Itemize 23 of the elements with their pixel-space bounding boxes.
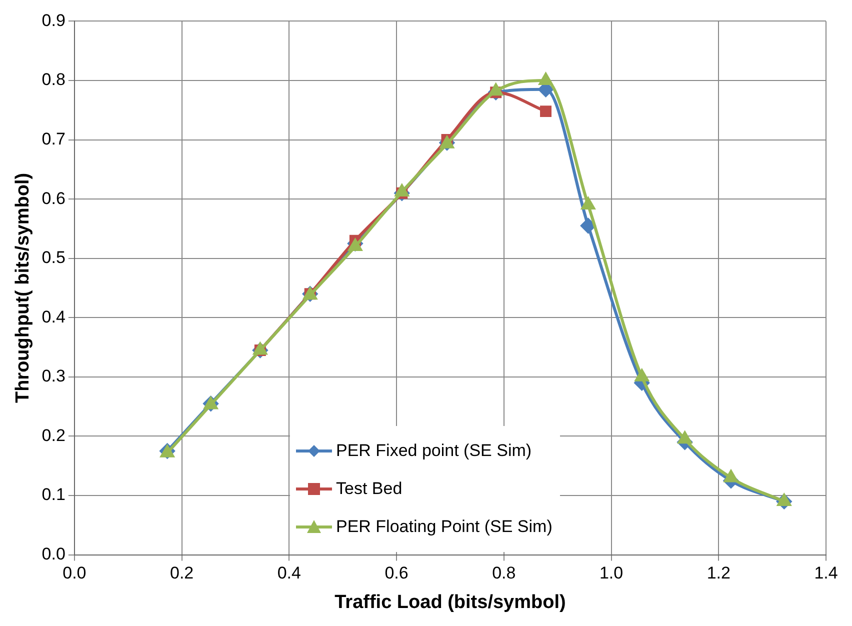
- legend-label: PER Fixed point (SE Sim): [336, 441, 532, 461]
- y-tick-label: 0.4: [42, 307, 66, 326]
- x-tick-label: 0.8: [492, 564, 516, 583]
- x-tick-label: 1.4: [814, 564, 838, 583]
- y-tick-label: 0.6: [42, 188, 66, 208]
- y-tick-label: 0.3: [42, 366, 66, 386]
- legend-label: Test Bed: [336, 479, 402, 499]
- x-tick-label: 0.0: [62, 564, 86, 583]
- y-axis-title: Throughput( bits/symbol): [12, 172, 34, 404]
- y-tick-label: 0.0: [42, 544, 66, 564]
- x-tick-label: 1.0: [599, 564, 624, 583]
- y-tick-label: 0.9: [42, 10, 66, 30]
- y-tick-label: 0.2: [42, 426, 66, 445]
- y-tick-label: 0.8: [42, 70, 66, 90]
- x-tick-label: 0.2: [170, 564, 194, 583]
- x-tick-label: 0.6: [384, 564, 408, 583]
- y-tick-label: 0.7: [42, 129, 66, 148]
- x-tick-label: 1.2: [706, 564, 730, 583]
- x-tick-label: 0.4: [277, 564, 301, 583]
- y-tick-label: 0.1: [42, 485, 66, 504]
- y-tick-label: 0.5: [42, 248, 66, 268]
- legend-label: PER Floating Point (SE Sim): [336, 517, 552, 537]
- x-axis-title: Traffic Load (bits/symbol): [334, 592, 566, 613]
